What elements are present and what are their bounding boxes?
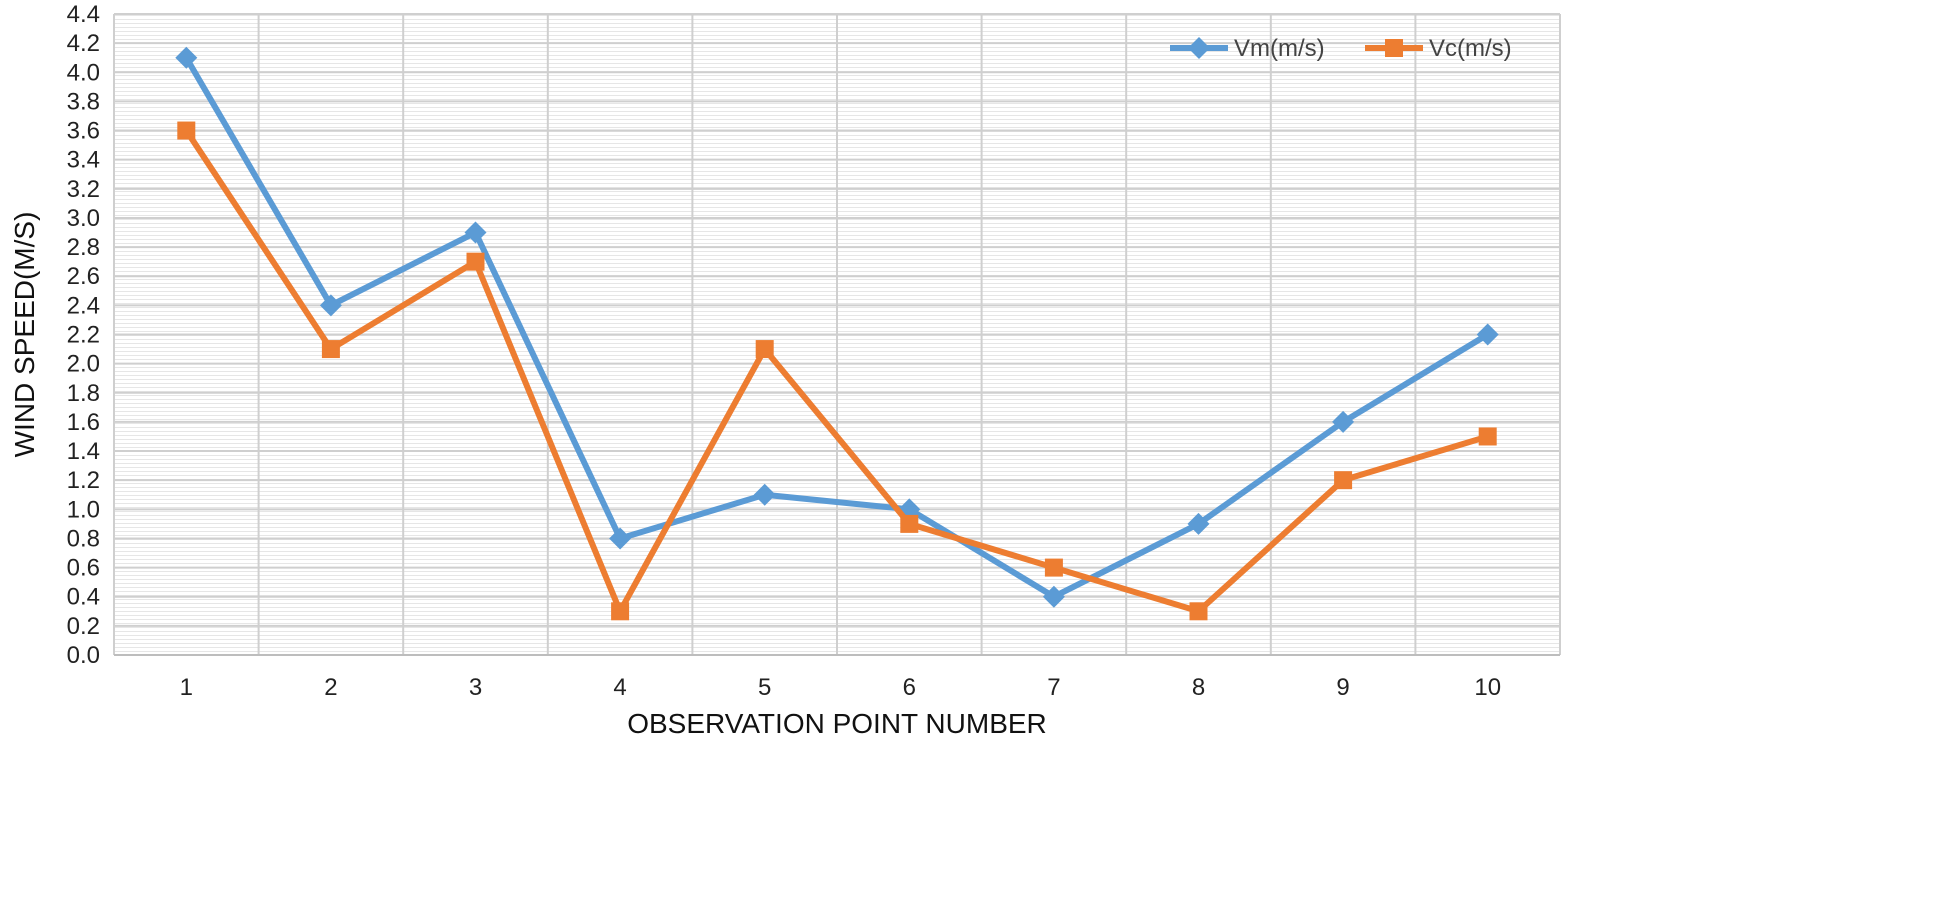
x-tick-label: 7 [1047,674,1060,701]
x-tick-label: 9 [1336,674,1349,701]
square-point [1478,427,1497,446]
x-axis-ticks: 1 2 3 4 5 6 7 8 9 10 [180,674,1501,701]
square-point [755,340,774,359]
diamond-point [319,294,342,317]
y-tick-label: 4.0 [67,59,100,86]
diamond-point [753,483,776,506]
series-line [183,54,1491,600]
series-line [183,127,1491,615]
y-tick-label: 4.4 [67,1,100,28]
square-point [321,340,340,359]
y-tick-label: 3.0 [67,205,100,232]
grid [113,13,1561,656]
x-tick-label: 2 [324,674,337,701]
square-point [177,121,196,140]
legend-item[interactable]: Vc(m/s) [1365,35,1512,62]
square-point [1334,471,1353,490]
y-axis-title: WIND SPEED(M/S) [9,212,40,458]
y-tick-label: 3.4 [67,147,100,174]
series-1 [175,46,1499,608]
y-tick-label: 0.0 [67,642,100,669]
legend-label: Vm(m/s) [1234,35,1325,62]
y-tick-label: 2.8 [67,234,100,261]
y-axis-ticks: 0.00.20.40.60.81.01.21.41.61.82.02.22.42… [67,1,100,669]
y-tick-label: 3.2 [67,176,100,203]
x-tick-label: 5 [758,674,771,701]
y-tick-label: 1.4 [67,438,100,465]
x-tick-label: 1 [180,674,193,701]
square-point [1189,602,1208,621]
square-point [611,602,630,621]
diamond-point [175,46,198,69]
y-tick-label: 1.6 [67,409,100,436]
y-tick-label: 1.8 [67,380,100,407]
square-point [900,514,919,533]
y-tick-label: 0.8 [67,525,100,552]
legend-item[interactable]: Vm(m/s) [1170,35,1325,62]
legend[interactable]: Vm(m/s) Vc(m/s) [1170,35,1512,62]
x-tick-label: 6 [903,674,916,701]
y-tick-label: 2.2 [67,322,100,349]
diamond-point [464,221,487,244]
diamond-point [1187,512,1210,535]
y-tick-label: 1.0 [67,496,100,523]
series-2 [177,121,1497,621]
y-tick-label: 1.2 [67,467,100,494]
x-tick-label: 3 [469,674,482,701]
square-point [1044,558,1063,577]
x-tick-label: 8 [1192,674,1205,701]
x-tick-label: 4 [613,674,626,701]
diamond-point [1332,410,1355,433]
y-tick-label: 2.6 [67,263,100,290]
y-tick-label: 3.6 [67,118,100,145]
y-tick-label: 0.6 [67,555,100,582]
x-tick-label: 10 [1474,674,1501,701]
diamond-point [1042,585,1065,608]
y-tick-label: 4.2 [67,30,100,57]
y-tick-label: 2.0 [67,351,100,378]
diamond-point [609,527,632,550]
diamond-point [1476,323,1499,346]
legend-square-icon [1385,39,1403,57]
y-tick-label: 2.4 [67,292,100,319]
series [175,46,1499,621]
legend-diamond-icon [1188,37,1210,59]
legend-label: Vc(m/s) [1429,35,1512,62]
square-point [466,252,485,271]
x-axis-title: OBSERVATION POINT NUMBER [627,708,1047,739]
y-tick-label: 0.2 [67,613,100,640]
y-tick-label: 3.8 [67,88,100,115]
y-tick-label: 0.4 [67,584,100,611]
